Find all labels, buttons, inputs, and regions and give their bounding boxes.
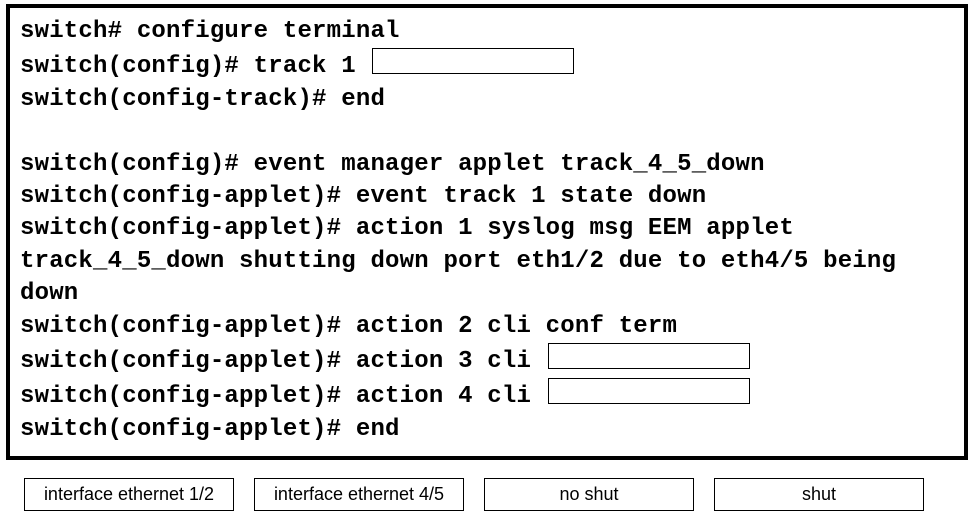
cli-line-7: switch(config-applet)# action 1 syslog m… [20, 213, 954, 310]
cli-line-13: switch(config-applet)# end [20, 414, 954, 446]
cli-line-1: switch# configure terminal [20, 16, 954, 48]
blank-field-action3[interactable] [548, 343, 750, 369]
cli-line-11-text: switch(config-applet)# action 3 cli [20, 348, 546, 375]
cli-line-5: switch(config)# event manager applet tra… [20, 149, 954, 181]
blank-field-action4[interactable] [548, 378, 750, 404]
cli-line-12: switch(config-applet)# action 4 cli [20, 378, 954, 413]
cli-line-3: switch(config-track)# end [20, 84, 954, 116]
cli-blank-line [20, 116, 954, 148]
cli-line-6: switch(config-applet)# event track 1 sta… [20, 181, 954, 213]
option-interface-ethernet-4-5[interactable]: interface ethernet 4/5 [254, 478, 464, 511]
answer-options-row: interface ethernet 1/2 interface etherne… [24, 478, 964, 511]
cli-line-12-text: switch(config-applet)# action 4 cli [20, 383, 546, 410]
cli-line-11: switch(config-applet)# action 3 cli [20, 343, 954, 378]
option-interface-ethernet-1-2[interactable]: interface ethernet 1/2 [24, 478, 234, 511]
cli-line-2-text: switch(config)# track 1 [20, 53, 370, 80]
cli-line-10: switch(config-applet)# action 2 cli conf… [20, 311, 954, 343]
terminal-window: switch# configure terminal switch(config… [6, 4, 968, 460]
blank-field-track[interactable] [372, 48, 574, 74]
option-shut[interactable]: shut [714, 478, 924, 511]
cli-line-2: switch(config)# track 1 [20, 48, 954, 83]
option-no-shut[interactable]: no shut [484, 478, 694, 511]
